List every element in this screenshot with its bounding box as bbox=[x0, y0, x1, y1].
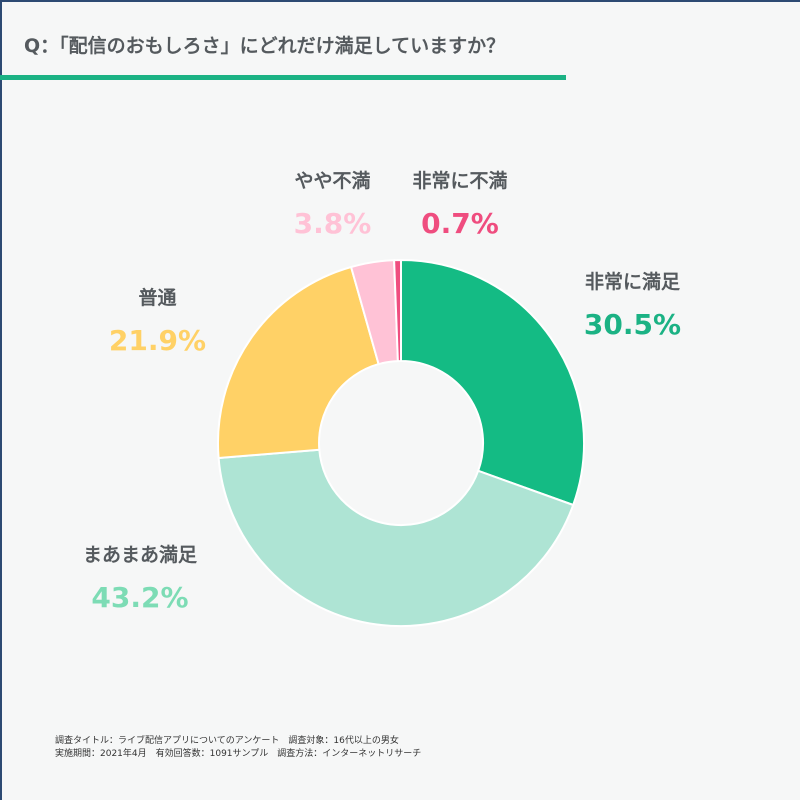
label-name: やや不満 bbox=[294, 170, 371, 192]
label-name: 非常に満足 bbox=[584, 271, 680, 293]
slice-very-satisfied bbox=[400, 259, 586, 506]
label-somewhat-dissatisfied: やや不満 3.8% bbox=[275, 166, 390, 240]
label-very-dissatisfied: 非常に不満 0.7% bbox=[395, 166, 525, 240]
label-percent: 0.7% bbox=[421, 207, 499, 240]
label-name: まあまあ満足 bbox=[82, 544, 197, 566]
survey-note-line-2: 実施期間：2021年4月 有効回答数：1091サンプル 調査方法：インターネット… bbox=[55, 749, 422, 759]
label-percent: 3.8% bbox=[293, 207, 372, 240]
slice-neutral bbox=[217, 266, 380, 459]
label-percent: 30.5% bbox=[583, 308, 682, 341]
label-neutral: 普通 21.9% bbox=[95, 283, 220, 357]
label-percent: 21.9% bbox=[108, 324, 207, 357]
label-somewhat-satisfied: まあまあ満足 43.2% bbox=[60, 540, 220, 614]
survey-note-line-1: 調査タイトル：ライブ配信アプリについてのアンケート 調査対象：16代以上の男女 bbox=[55, 736, 399, 746]
slice-very-dissatisfied bbox=[393, 258, 402, 363]
page-title: Q：「配信のおもしろさ」にどれだけ満足していますか？ bbox=[24, 35, 506, 57]
label-name: 普通 bbox=[138, 287, 177, 309]
label-very-satisfied: 非常に満足 30.5% bbox=[570, 267, 695, 341]
label-percent: 43.2% bbox=[91, 581, 189, 614]
slice-somewhat-satisfied bbox=[217, 448, 575, 628]
title-underline bbox=[0, 75, 566, 80]
label-name: 非常に不満 bbox=[412, 170, 508, 192]
survey-notes: 調査タイトル：ライブ配信アプリについてのアンケート 調査対象：16代以上の男女 … bbox=[55, 735, 421, 761]
